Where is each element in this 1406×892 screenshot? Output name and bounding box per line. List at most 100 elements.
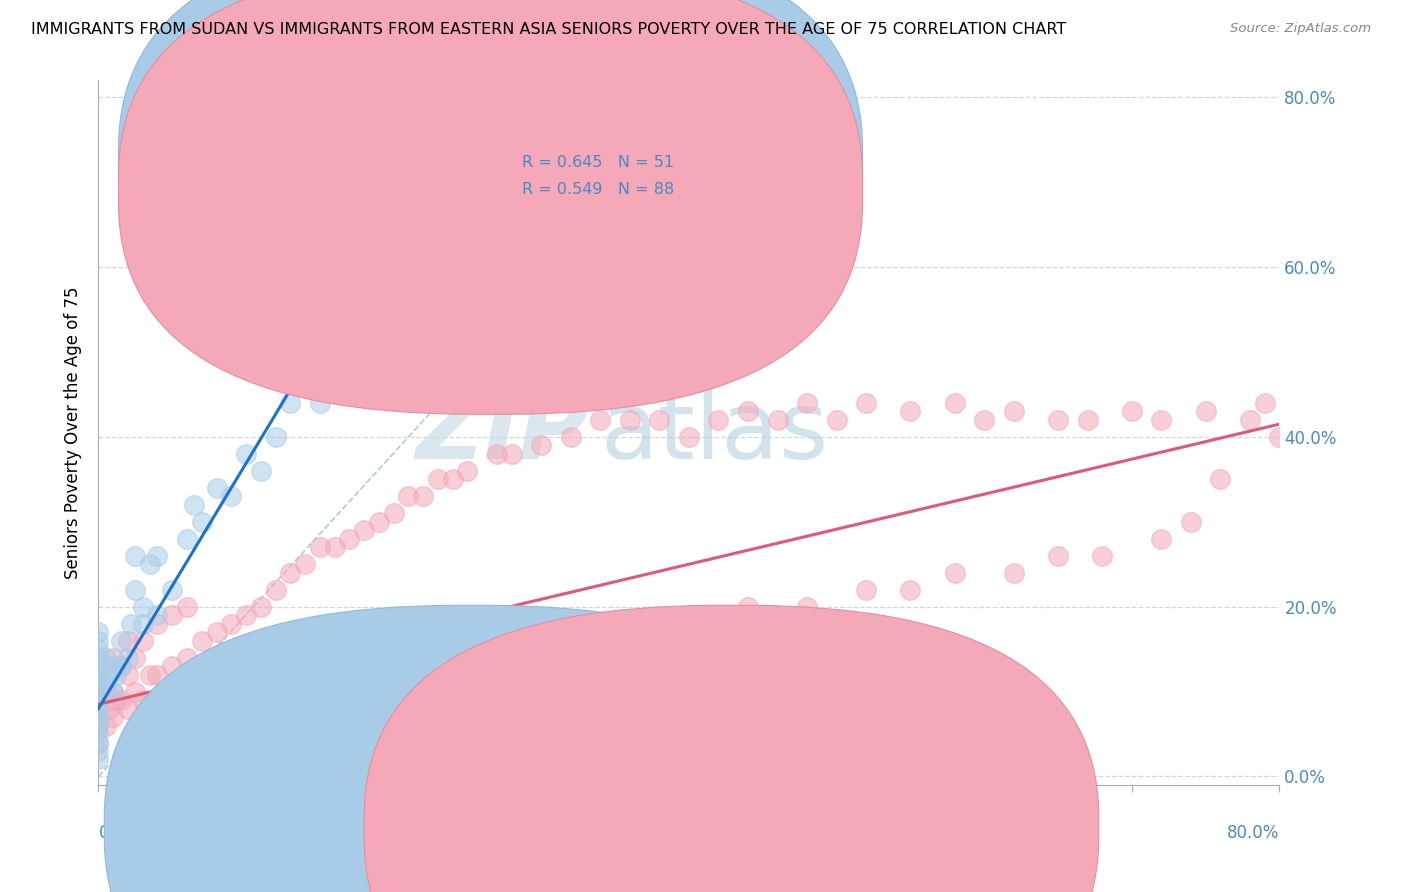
Point [900,404,922,418]
FancyBboxPatch shape [453,131,695,219]
Point [412,293,434,308]
Point [94,684,117,698]
Point [855,582,877,597]
Point [120,616,142,631]
Text: ZIP: ZIP [416,386,589,479]
Point [94,650,117,665]
Point [176,650,198,665]
Point [221,489,243,503]
Point [103,684,125,698]
Point [339,379,361,393]
Point [1209,472,1232,486]
Point [560,633,582,648]
Point [162,582,183,597]
Point [707,413,730,427]
Point [382,506,405,520]
Point [294,558,316,572]
Point [221,616,243,631]
Point [1077,413,1099,427]
Point [117,667,139,681]
Point [235,608,257,623]
Point [162,608,183,623]
Point [103,650,125,665]
FancyBboxPatch shape [104,606,839,892]
Point [486,447,509,461]
Point [1002,566,1025,580]
Point [264,582,287,597]
Point [124,549,146,563]
Point [117,650,139,665]
Point [205,481,228,495]
Point [501,277,523,291]
Point [87,701,110,715]
Point [146,549,169,563]
Point [87,710,110,724]
Point [589,413,612,427]
Point [309,396,332,410]
Point [87,710,110,724]
Point [191,515,214,529]
Point [205,625,228,640]
FancyBboxPatch shape [118,0,862,414]
Point [87,752,110,766]
Text: Immigrants from Eastern Asia: Immigrants from Eastern Asia [759,820,998,835]
Point [737,599,759,614]
Point [796,599,818,614]
Point [176,532,198,546]
Text: Immigrants from Sudan: Immigrants from Sudan [499,820,689,835]
Point [87,727,110,741]
Point [139,667,162,681]
Point [87,633,110,648]
Text: IMMIGRANTS FROM SUDAN VS IMMIGRANTS FROM EASTERN ASIA SENIORS POVERTY OVER THE A: IMMIGRANTS FROM SUDAN VS IMMIGRANTS FROM… [31,22,1066,37]
Point [280,396,302,410]
Point [87,659,110,673]
Y-axis label: Seniors Poverty Over the Age of 75: Seniors Poverty Over the Age of 75 [63,286,82,579]
Point [900,582,922,597]
Point [560,430,582,444]
Point [1150,413,1173,427]
Point [132,616,155,631]
Point [87,693,110,707]
Point [943,396,966,410]
Point [353,523,375,537]
Point [619,616,641,631]
Point [678,616,700,631]
Text: 0.0%: 0.0% [98,823,141,842]
Point [1121,404,1143,418]
Point [264,430,287,444]
Point [1046,413,1070,427]
Point [1239,413,1261,427]
Point [162,659,183,673]
Point [110,659,132,673]
Point [105,693,128,707]
FancyBboxPatch shape [118,0,862,387]
Point [441,472,464,486]
Point [648,413,671,427]
Point [560,260,582,274]
Point [124,684,146,698]
Point [87,625,110,640]
Point [94,718,117,732]
Text: R = 0.645   N = 51: R = 0.645 N = 51 [523,154,675,169]
Point [368,515,391,529]
Point [87,667,110,681]
Point [1195,404,1218,418]
Point [87,735,110,749]
Point [87,684,110,698]
Point [146,616,169,631]
Point [1091,549,1114,563]
Point [117,701,139,715]
Point [191,633,214,648]
Point [619,413,641,427]
Point [87,744,110,758]
Point [1002,404,1025,418]
Point [87,667,110,681]
Text: R = 0.549   N = 88: R = 0.549 N = 88 [523,182,675,197]
Point [766,413,789,427]
Point [501,633,523,648]
Point [87,642,110,657]
Point [382,302,405,317]
Point [309,540,332,554]
Point [87,676,110,690]
Text: atlas: atlas [600,386,828,479]
